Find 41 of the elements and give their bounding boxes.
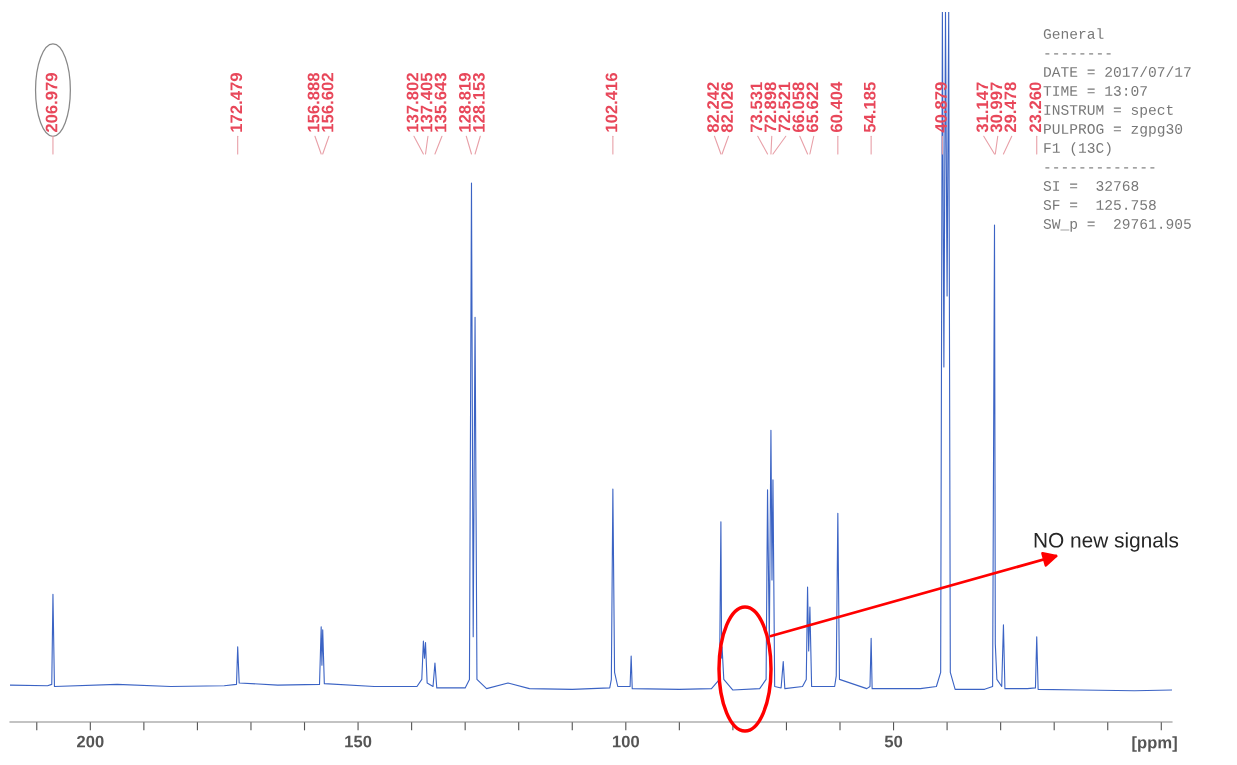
annotation: 156.602 xyxy=(321,73,334,132)
x-tick-label: 50 xyxy=(884,735,903,748)
annotation: 60.404 xyxy=(830,81,843,133)
annotation: 82.242 xyxy=(707,82,719,133)
x-tick-label: 150 xyxy=(345,735,372,748)
annotation: 66.058 xyxy=(792,82,805,133)
annotation: 137.802 xyxy=(406,73,419,132)
annotation: SW_p = 29761.905 xyxy=(1043,219,1191,232)
annotation: F1 (13C) xyxy=(1044,142,1111,156)
annotation: 54.185 xyxy=(863,82,876,133)
annotation: 172.479 xyxy=(230,73,243,132)
x-axis-title: [ppm] xyxy=(1132,736,1177,752)
annotation: 72.521 xyxy=(778,82,791,132)
annotation: 40.879 xyxy=(935,82,947,133)
annotation: 30.997 xyxy=(990,82,1003,133)
annotation: 65.622 xyxy=(806,82,819,133)
annotation: 102.416 xyxy=(605,73,618,132)
annotation: PULPROG = zgpg30 xyxy=(1044,124,1183,137)
annotation: 29.478 xyxy=(1004,82,1017,133)
annotation: 82.026 xyxy=(721,82,733,133)
annotation: 156.888 xyxy=(307,72,320,132)
annotation: 73.531 xyxy=(750,82,763,132)
annotation: SI = 32768 xyxy=(1043,181,1139,191)
annotation: ------------- xyxy=(1045,167,1155,169)
annotation: TIME = 13:07 xyxy=(1043,86,1147,96)
annotation: NO new signals xyxy=(1034,532,1179,552)
annotation: INSTRUM = spect xyxy=(1044,105,1173,118)
annotation: 128.153 xyxy=(472,73,485,132)
annotation: 23.260 xyxy=(1029,82,1042,133)
annotation: 72.898 xyxy=(764,82,777,132)
annotation: -------- xyxy=(1045,53,1111,55)
annotation: 206.979 xyxy=(45,73,58,133)
x-tick-label: 200 xyxy=(77,735,104,748)
annotation: 137.405 xyxy=(420,72,433,132)
annotation: DATE = 2017/07/17 xyxy=(1044,66,1191,77)
annotation: 135.643 xyxy=(434,73,447,132)
x-tick-label: 100 xyxy=(612,735,640,748)
annotation: 128.819 xyxy=(458,73,471,132)
annotation: General xyxy=(1043,28,1104,39)
annotation: SF = 125.758 xyxy=(1043,200,1156,210)
annotation: 31.147 xyxy=(976,82,989,133)
